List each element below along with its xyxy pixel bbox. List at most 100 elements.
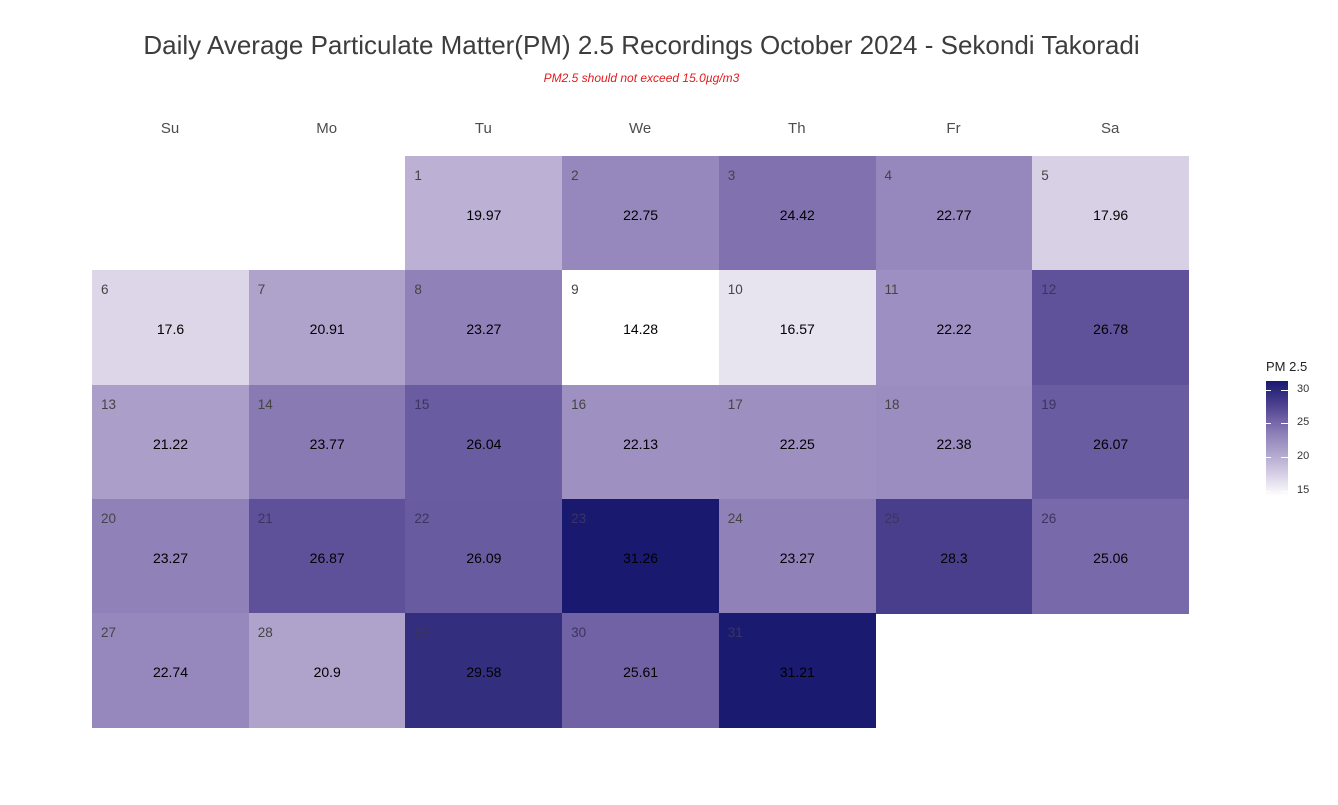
pm25-value-label: 26.04: [466, 435, 502, 452]
day-number: 18: [884, 396, 900, 412]
pm25-value-label: 23.27: [152, 549, 189, 566]
calendar-day-cell: 12 26.78: [1032, 270, 1190, 386]
day-number: 9: [571, 282, 579, 298]
chart-title: Daily Average Particulate Matter(PM) 2.5…: [143, 30, 1140, 60]
calendar-day-cell: 2 22.75: [562, 156, 720, 271]
weekday-label: Su: [160, 120, 180, 137]
pm25-value-label: 20.91: [309, 321, 345, 338]
calendar-day-cell: 20 23.27: [92, 498, 249, 614]
chart-subtitle: PM2.5 should not exceed 15.0µg/m3: [543, 71, 740, 85]
calendar-day-cell: 16 22.13: [562, 384, 720, 500]
day-number: 14: [257, 396, 273, 412]
calendar-day-cell: 25 28.3: [875, 498, 1033, 614]
calendar-day-cell: 26 25.06: [1032, 498, 1190, 614]
day-number: 3: [727, 168, 736, 183]
legend-colorbar: [1266, 381, 1288, 496]
legend-tick-label: 25: [1297, 416, 1310, 429]
day-number: 5: [1041, 168, 1049, 183]
calendar-day-cell: 19 26.07: [1032, 384, 1190, 500]
weekday-label: Sa: [1101, 120, 1120, 137]
day-number: 20: [101, 510, 117, 526]
pm25-value-label: 22.74: [152, 664, 189, 681]
calendar-day-cell: 17 22.25: [718, 384, 876, 500]
calendar-day-cell: 10 16.57: [718, 270, 876, 386]
calendar-day-cell: 5 17.96: [1032, 156, 1190, 271]
calendar-day-cell: 7 20.91: [248, 270, 406, 386]
day-number: 16: [571, 396, 587, 412]
calendar-day-cell: 4 22.77: [875, 156, 1033, 271]
day-number: 21: [257, 510, 273, 526]
day-number: 30: [571, 625, 587, 641]
pm25-value-label: 23.27: [466, 321, 502, 338]
legend-title: PM 2.5: [1266, 359, 1308, 374]
day-number: 1: [414, 168, 422, 183]
pm25-value-label: 17.6: [156, 321, 185, 338]
day-number: 31: [727, 625, 743, 641]
pm25-value-label: 16.57: [779, 321, 815, 338]
legend-tick-label: 30: [1297, 382, 1310, 395]
pm25-value-label: 26.07: [1093, 435, 1129, 452]
weekday-label: Fr: [946, 120, 961, 137]
legend-tick-label: 20: [1297, 450, 1310, 463]
day-number: 8: [414, 282, 422, 298]
day-number: 29: [414, 625, 430, 641]
day-number: 25: [884, 510, 900, 526]
pm25-value-label: 28.3: [940, 549, 968, 566]
day-number: 2: [571, 168, 579, 183]
day-number: 19: [1041, 396, 1057, 412]
pm25-value-label: 21.22: [152, 435, 189, 452]
weekday-label: Mo: [316, 120, 338, 137]
legend-tick-mark: [1281, 423, 1288, 425]
calendar-day-cell: 9 14.28: [562, 270, 720, 386]
legend-tick-mark: [1281, 491, 1288, 493]
pm25-value-label: 25.06: [1093, 549, 1129, 566]
pm25-value-label: 25.61: [623, 664, 659, 681]
pm25-value-label: 14.28: [623, 321, 659, 338]
pm25-value-label: 24.42: [779, 207, 815, 223]
pm25-value-label: 19.97: [466, 207, 502, 223]
day-number: 10: [727, 282, 743, 298]
calendar-day-cell: 11 22.22: [875, 270, 1033, 386]
pm25-value-label: 22.77: [936, 207, 972, 223]
day-number: 15: [414, 396, 430, 412]
legend-tick-mark: [1281, 457, 1288, 459]
pm25-value-label: 22.75: [623, 207, 659, 223]
legend-tick-mark: [1266, 389, 1271, 391]
day-number: 13: [101, 396, 117, 412]
calendar-day-cell: 22 26.09: [405, 498, 563, 614]
calendar-day-cell: 24 23.27: [718, 498, 876, 614]
legend-tick-mark: [1281, 389, 1288, 391]
pm25-value-label: 31.26: [623, 549, 659, 566]
legend-tick-mark: [1266, 423, 1271, 425]
weekday-label: Th: [788, 120, 806, 137]
day-number: 12: [1041, 282, 1057, 298]
pm25-value-label: 26.78: [1093, 321, 1129, 338]
pm25-value-label: 29.58: [466, 664, 502, 681]
legend-tick-mark: [1266, 491, 1271, 493]
calendar-day-cell: 15 26.04: [405, 384, 563, 500]
pm25-value-label: 22.38: [936, 435, 972, 452]
day-number: 4: [884, 168, 893, 183]
day-number: 26: [1041, 510, 1057, 526]
pm25-value-label: 20.9: [313, 664, 341, 681]
calendar-day-cell: 8 23.27: [405, 270, 563, 386]
pm25-value-label: 23.27: [779, 549, 815, 566]
pm25-value-label: 22.25: [779, 435, 815, 452]
pm25-value-label: 22.22: [936, 321, 972, 338]
calendar-day-cell: 14 23.77: [248, 384, 406, 500]
calendar-day-cell: 29 29.58: [405, 613, 563, 729]
weekday-label: Tu: [474, 120, 492, 137]
day-number: 28: [257, 625, 273, 641]
calendar-day-cell: 6 17.6: [92, 270, 249, 386]
weekday-label: We: [628, 120, 652, 137]
pm25-value-label: 23.77: [309, 435, 345, 452]
calendar-day-cell: 18 22.38: [875, 384, 1033, 500]
legend-tick-mark: [1266, 457, 1271, 459]
calendar-day-cell: 1 19.97: [405, 156, 563, 271]
pm25-value-label: 31.21: [779, 664, 815, 681]
pm25-value-label: 17.96: [1093, 207, 1129, 223]
calendar-day-cell: 13 21.22: [92, 384, 249, 500]
day-number: 7: [257, 282, 266, 298]
day-number: 22: [414, 510, 430, 526]
calendar-day-cell: 23 31.26: [562, 498, 720, 614]
